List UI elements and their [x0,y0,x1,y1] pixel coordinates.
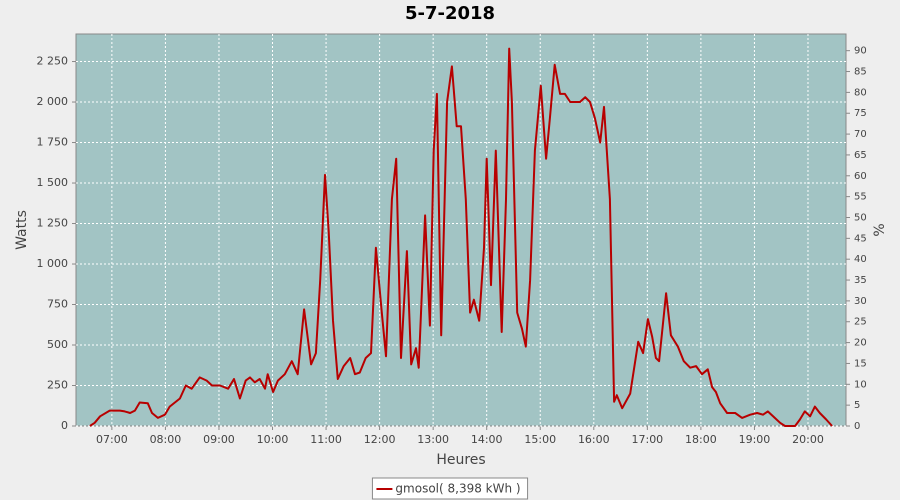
x-tick-label: 17:00 [631,433,663,446]
legend-box [371,477,529,500]
y2-tick-label: 60 [854,171,867,182]
x-tick-label: 08:00 [150,433,182,446]
y-tick-label: 2 000 [37,95,69,108]
y2-tick-label: 50 [854,212,867,223]
y2-tick-label: 45 [854,233,867,244]
y2-tick-label: 35 [854,275,867,286]
x-tick-label: 11:00 [310,433,342,446]
y-tick-label: 0 [61,419,68,432]
legend-label: gmosol( 8,398 kWh ) [395,482,520,496]
x-tick-label: 18:00 [685,433,717,446]
y2-tick-label: 65 [854,150,867,161]
y2-tick-label: 0 [854,421,860,432]
y-tick-label: 2 250 [37,55,69,68]
y-tick-label: 500 [47,338,68,351]
x-tick-label: 13:00 [417,433,449,446]
y2-tick-label: 5 [854,400,860,411]
y2-tick-label: 70 [854,129,867,140]
y2-tick-label: 25 [854,317,867,328]
y-tick-label: 1 250 [37,217,69,230]
x-tick-label: 12:00 [364,433,396,446]
series-line [89,47,833,427]
x-tick-label: 15:00 [524,433,556,446]
x-tick-label: 07:00 [96,433,128,446]
plot-area [75,33,847,427]
x-tick-label: 19:00 [739,433,771,446]
x-tick-label: 16:00 [578,433,610,446]
y2-tick-label: 85 [854,67,867,78]
y2-tick-label: 15 [854,358,867,369]
y2-tick-label: 30 [854,296,867,307]
y2-tick-label: 90 [854,46,867,57]
y2-tick-label: 10 [854,379,867,390]
y2-tick-label: 75 [854,108,867,119]
x-axis-label: Heures [436,452,485,468]
y2-tick-label: 20 [854,338,867,349]
y-axis-label: Watts [14,210,30,250]
x-tick-label: 14:00 [471,433,503,446]
y-tick-label: 750 [47,298,68,311]
y2-tick-label: 80 [854,87,867,98]
x-tick-label: 20:00 [792,433,824,446]
y2-axis-label: % [872,223,888,236]
y-tick-label: 1 000 [37,257,69,270]
y-tick-label: 1 500 [37,176,69,189]
y-tick-label: 250 [47,379,68,392]
chart-title: 5-7-2018 [405,3,495,24]
y-tick-label: 1 750 [37,136,69,149]
y2-tick-label: 40 [854,254,867,265]
y2-tick-label: 55 [854,192,867,203]
x-tick-label: 10:00 [257,433,289,446]
x-tick-label: 09:00 [203,433,235,446]
